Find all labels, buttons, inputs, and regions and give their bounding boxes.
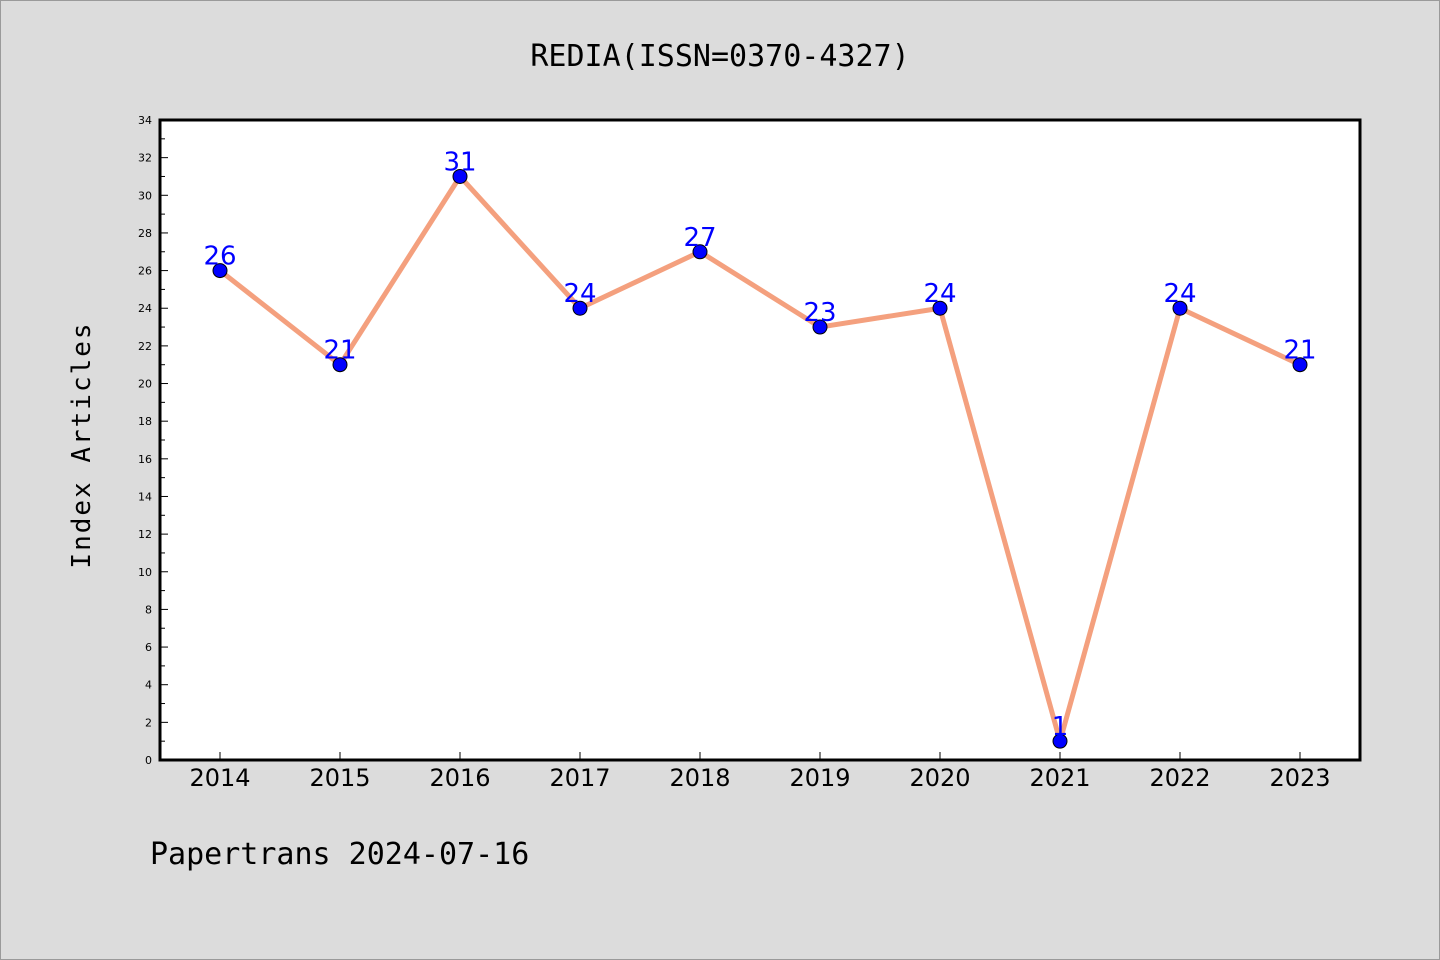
x-tick-label: 2023 — [1269, 764, 1330, 792]
data-label: 31 — [443, 147, 476, 177]
x-tick-label: 2017 — [549, 764, 610, 792]
x-tick-label: 2018 — [669, 764, 730, 792]
data-point — [572, 300, 588, 316]
x-axis-ticks: 2014 2015 2016 2017 2018 2019 2020 2021 2022 2023 — [189, 752, 1331, 792]
data-point — [212, 263, 228, 279]
y-tick-label: 26 — [138, 265, 152, 278]
data-label: 21 — [323, 336, 356, 366]
x-tick-label: 2015 — [309, 764, 370, 792]
x-tick-label: 2022 — [1149, 764, 1210, 792]
data-label: 24 — [923, 279, 956, 309]
footer-credit: Papertrans 2024-07-16 — [150, 837, 529, 872]
y-tick-label: 30 — [138, 189, 152, 202]
data-point — [692, 244, 708, 260]
plot-area — [158, 118, 1362, 762]
data-label: 21 — [1283, 336, 1316, 366]
y-tick-label: 24 — [138, 302, 152, 315]
series-line — [217, 173, 1303, 744]
data-label: 24 — [1163, 279, 1196, 309]
y-tick-label: 28 — [138, 227, 152, 240]
x-tick-label: 2020 — [909, 764, 970, 792]
data-point — [1292, 357, 1308, 373]
data-point — [1052, 733, 1068, 749]
y-tick-label: 6 — [145, 641, 152, 654]
x-tick-label: 2021 — [1029, 764, 1090, 792]
y-tick-label: 32 — [138, 152, 152, 165]
y-tick-label: 14 — [138, 490, 152, 503]
y-tick-label: 12 — [138, 528, 152, 541]
y-axis-label: Index Articles — [67, 321, 97, 568]
y-tick-label: 20 — [138, 378, 152, 391]
y-tick-label: 34 — [138, 114, 152, 127]
y-tick-label: 18 — [138, 415, 152, 428]
data-label: 27 — [683, 223, 716, 253]
data-label: 23 — [803, 298, 836, 328]
data-label: 1 — [1052, 712, 1069, 742]
data-point — [1172, 300, 1188, 316]
y-tick-label: 4 — [145, 679, 152, 692]
data-point — [452, 168, 468, 184]
y-tick-label: 8 — [145, 603, 152, 616]
x-tick-label: 2019 — [789, 764, 850, 792]
data-label: 26 — [203, 242, 236, 272]
x-tick-label: 2014 — [189, 764, 250, 792]
x-tick-label: 2016 — [429, 764, 490, 792]
y-tick-label: 16 — [138, 453, 152, 466]
data-point — [332, 357, 348, 373]
data-point — [932, 300, 948, 316]
chart-title: REDIA(ISSN=0370-4327) — [530, 39, 909, 74]
y-tick-label: 10 — [138, 566, 152, 579]
y-tick-label: 2 — [145, 716, 152, 729]
data-label: 24 — [563, 279, 596, 309]
y-tick-label: 0 — [145, 754, 152, 767]
y-tick-label: 22 — [138, 340, 152, 353]
data-point — [812, 319, 828, 335]
series-index-articles: 26 21 31 24 27 23 24 1 24 21 — [203, 147, 1317, 749]
